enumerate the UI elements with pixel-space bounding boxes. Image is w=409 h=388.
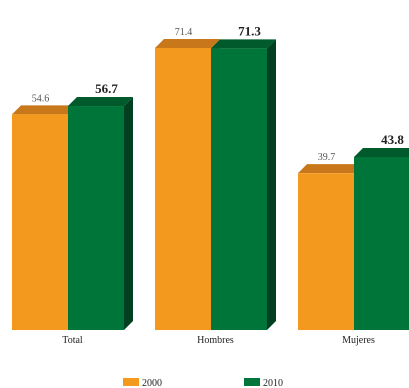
bar-total-2010 xyxy=(68,97,133,330)
legend-label: 2010 xyxy=(263,378,283,388)
bar-top xyxy=(12,105,77,115)
legend-swatch xyxy=(244,378,260,386)
category-label-total: Total xyxy=(62,335,83,346)
bar-top xyxy=(155,38,220,48)
value-label-mujeres-2000: 39.7 xyxy=(318,152,336,163)
bar-front xyxy=(298,173,354,330)
category-label-mujeres: Mujeres xyxy=(342,335,375,346)
bar-hombres-2000 xyxy=(155,38,220,330)
legend-item-2000: 2000 xyxy=(123,378,162,388)
bar-front xyxy=(12,114,68,330)
bar-mujeres-2000 xyxy=(298,164,363,330)
category-label-hombres: Hombres xyxy=(197,335,234,346)
value-label-total-2000: 54.6 xyxy=(32,93,50,104)
value-label-total-2010: 56.7 xyxy=(95,81,118,96)
value-label-hombres-2000: 71.4 xyxy=(175,27,193,38)
value-label-hombres-2010: 71.3 xyxy=(238,23,261,38)
category-labels-group: Total Hombres Mujeres xyxy=(62,335,375,346)
bar-mujeres-2010 xyxy=(354,147,409,330)
bars-group xyxy=(12,38,409,331)
value-labels-group: 54.6 56.7 71.4 71.3 39.7 43.8 xyxy=(32,23,405,163)
bar-side xyxy=(267,39,276,331)
bar-top xyxy=(68,97,133,107)
bar-top xyxy=(354,147,409,157)
bar-hombres-2010 xyxy=(211,39,276,331)
bar-total-2000 xyxy=(12,105,77,330)
bar-front xyxy=(354,156,409,330)
bar-top xyxy=(211,39,276,49)
bar-front xyxy=(211,48,267,331)
legend-swatch xyxy=(123,378,139,386)
bar-front xyxy=(155,47,211,330)
bar-front xyxy=(68,106,124,330)
legend: 2000 2010 xyxy=(123,378,283,388)
legend-label: 2000 xyxy=(142,378,162,388)
bar-top xyxy=(298,164,363,174)
legend-item-2010: 2010 xyxy=(244,378,283,388)
bar-side xyxy=(124,97,133,330)
value-label-mujeres-2010: 43.8 xyxy=(381,132,404,147)
